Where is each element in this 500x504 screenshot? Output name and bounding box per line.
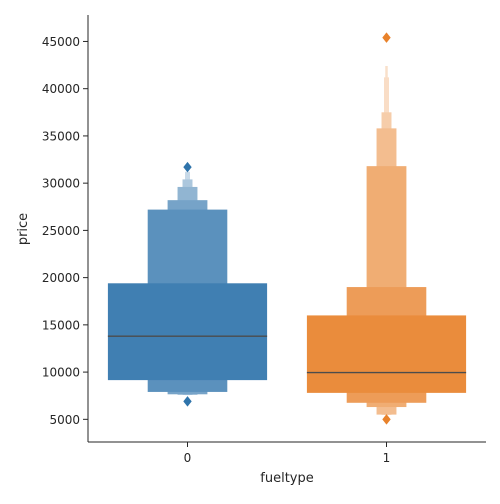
- ticks-layer: 5000 10000 15000 20000 25000 30000 35000 40000 4…: [42, 35, 391, 465]
- y-tick-label-5000: 5000: [49, 413, 80, 427]
- y-tick-label-40000: 40000: [42, 82, 80, 96]
- box-level-1-cat-0: [107, 283, 268, 381]
- outlier-point-cat-0-1: [183, 161, 192, 173]
- x-tick-label-1: 1: [383, 451, 391, 465]
- y-tick-label-30000: 30000: [42, 177, 80, 191]
- y-tick-label-10000: 10000: [42, 366, 80, 380]
- y-tick-label-45000: 45000: [42, 35, 80, 49]
- y-tick-label-35000: 35000: [42, 129, 80, 143]
- y-tick-label-20000: 20000: [42, 271, 80, 285]
- outlier-point-cat-1-0: [382, 414, 391, 425]
- x-axis-label: fueltype: [260, 471, 313, 486]
- box-level-1-cat-1: [306, 315, 467, 393]
- y-axis-label: price: [16, 213, 31, 245]
- y-tick-label-25000: 25000: [42, 224, 80, 238]
- outlier-point-cat-0-0: [183, 396, 192, 407]
- x-tick-label-0: 0: [184, 451, 192, 465]
- outlier-point-cat-1-1: [382, 32, 391, 43]
- boxes-layer: [107, 32, 467, 425]
- y-tick-label-15000: 15000: [42, 318, 80, 332]
